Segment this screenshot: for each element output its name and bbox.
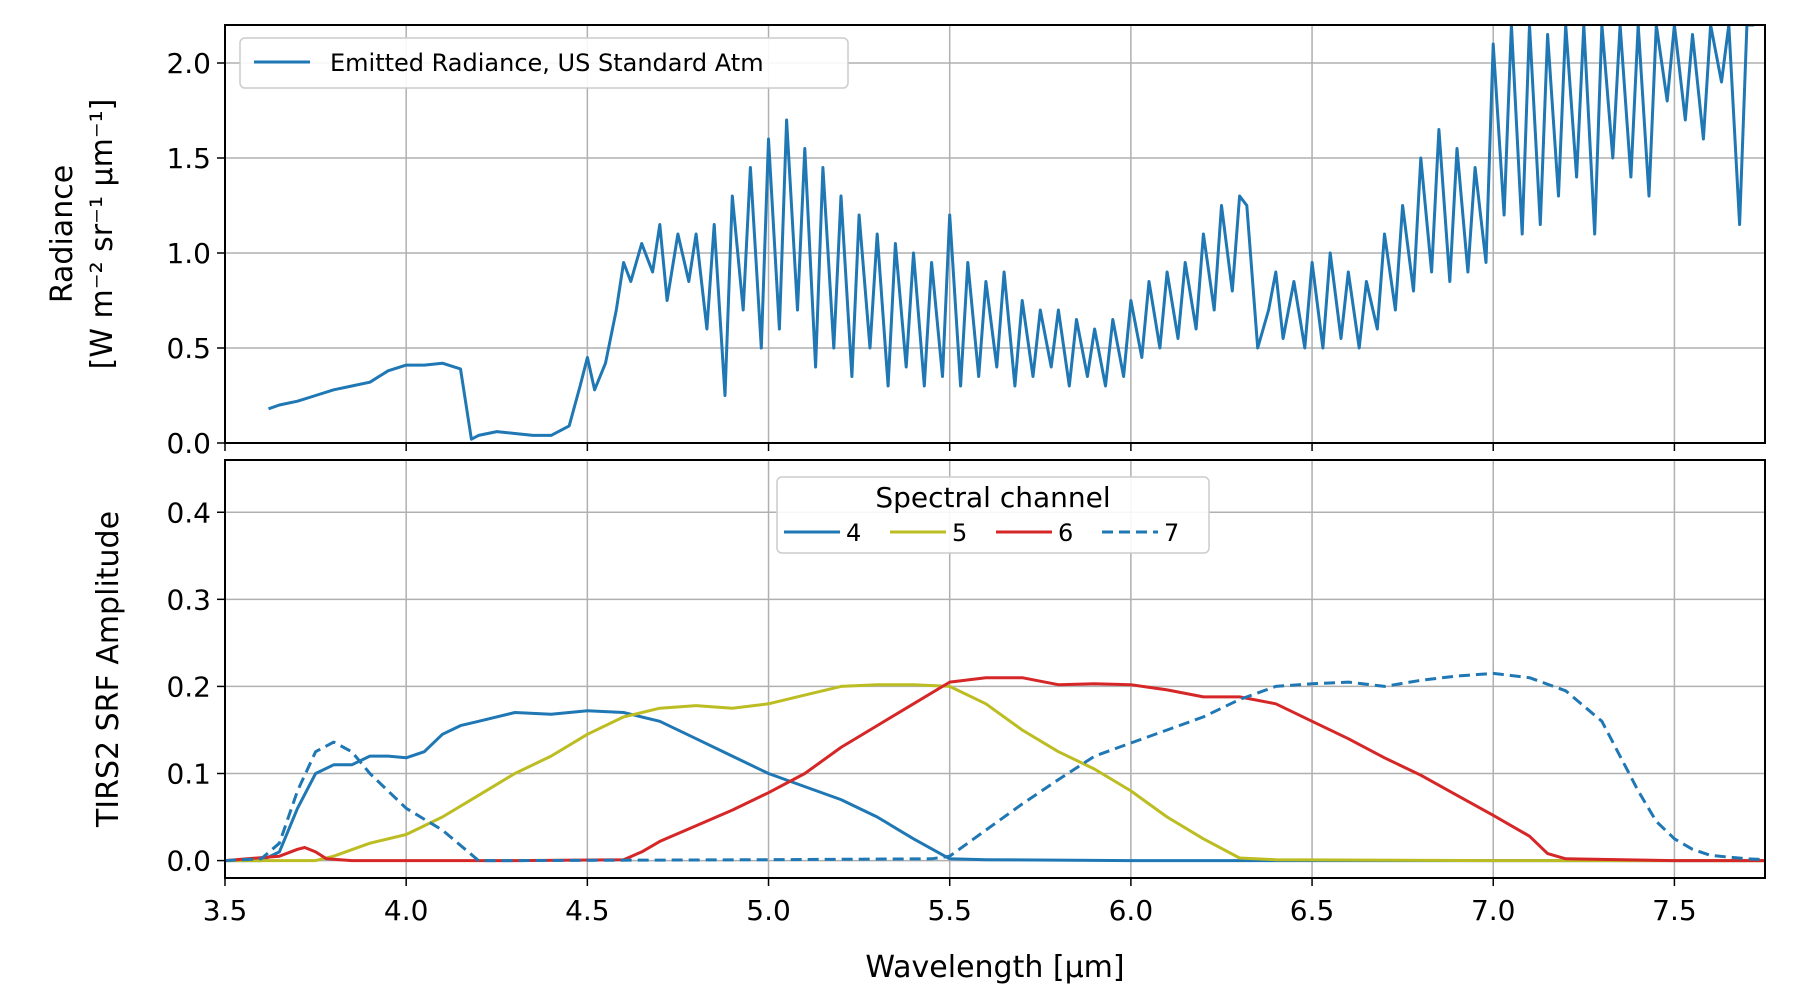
- bottom-ylabel: TIRS2 SRF Amplitude: [91, 511, 126, 828]
- top-y-tick-label: 0.5: [166, 332, 211, 365]
- series-line-channel-6: [224, 676, 1765, 863]
- top-y-tick-label: 0.0: [166, 427, 211, 460]
- bottom-y-tick-label: 0.3: [166, 583, 211, 616]
- top-series-layer: [268, 25, 1755, 441]
- x-tick-label: 4.5: [565, 894, 610, 927]
- x-tick-label: 6.0: [1109, 894, 1154, 927]
- top-y-tick-label: 2.0: [166, 47, 211, 80]
- legend-label-channel-4: 4: [846, 519, 861, 547]
- x-tick-label: 5.5: [927, 894, 972, 927]
- top-y-tick-label: 1.0: [166, 237, 211, 270]
- top-legend-box: [239, 37, 849, 89]
- top-legend: Emitted Radiance, US Standard Atm: [239, 37, 849, 89]
- bottom-y-tick-label: 0.1: [166, 758, 211, 791]
- top-panel: 0.0 0.5 1.0 1.5 2.0 Radiance [W m⁻² sr⁻¹ μm⁻…: [45, 24, 1766, 460]
- x-axis-title: Wavelength [μm]: [865, 950, 1124, 985]
- bottom-ticks: 3.5 4.0 4.5 5.0 5.5 6.0 6.5 7.0 7.5 0.0 0.1 0.2 0.3 0…: [166, 496, 1696, 927]
- top-plot-frame: [224, 24, 1766, 444]
- bottom-y-tick-label: 0.2: [166, 670, 211, 703]
- series-line-channel-5: [225, 683, 1765, 863]
- bottom-plot-frame: [224, 459, 1766, 879]
- x-tick-label: 7.0: [1471, 894, 1516, 927]
- legend-label-channel-5: 5: [952, 519, 967, 547]
- bottom-legend-box: [776, 476, 1210, 554]
- x-tick-label: 3.5: [203, 894, 248, 927]
- x-tick-label: 6.5: [1290, 894, 1335, 927]
- legend-title: Spectral channel: [875, 481, 1110, 514]
- x-tick-label: 7.5: [1652, 894, 1697, 927]
- x-tick-label: 5.0: [746, 894, 791, 927]
- bottom-legend: Spectral channel 4 5 6 7: [776, 476, 1210, 554]
- bottom-series-layer: [224, 671, 1766, 863]
- legend-label-channel-7: 7: [1164, 519, 1179, 547]
- bottom-y-tick-label: 0.0: [166, 845, 211, 878]
- series-line-channel-7: [224, 671, 1766, 863]
- bottom-legend-items: 4 5 6 7: [784, 519, 1179, 547]
- legend-label-channel-6: 6: [1058, 519, 1073, 547]
- top-ylabel-line1: Radiance: [45, 165, 80, 303]
- bottom-panel: 3.5 4.0 4.5 5.0 5.5 6.0 6.5 7.0 7.5 0.0 0.1 0.2 0.3 0…: [91, 459, 1766, 985]
- top-y-ticks: 0.0 0.5 1.0 1.5 2.0: [166, 47, 1676, 460]
- top-y-tick-label: 1.5: [166, 142, 211, 175]
- legend-label-radiance: Emitted Radiance, US Standard Atm: [330, 49, 764, 77]
- top-y-axis-title: Radiance [W m⁻² sr⁻¹ μm⁻¹]: [45, 99, 120, 370]
- top-ylabel-line2: [W m⁻² sr⁻¹ μm⁻¹]: [85, 99, 120, 370]
- x-tick-label: 4.0: [384, 894, 429, 927]
- bottom-y-tick-label: 0.4: [166, 496, 211, 529]
- series-line-channel-4: [225, 709, 1765, 863]
- series-line-radiance: [268, 25, 1755, 441]
